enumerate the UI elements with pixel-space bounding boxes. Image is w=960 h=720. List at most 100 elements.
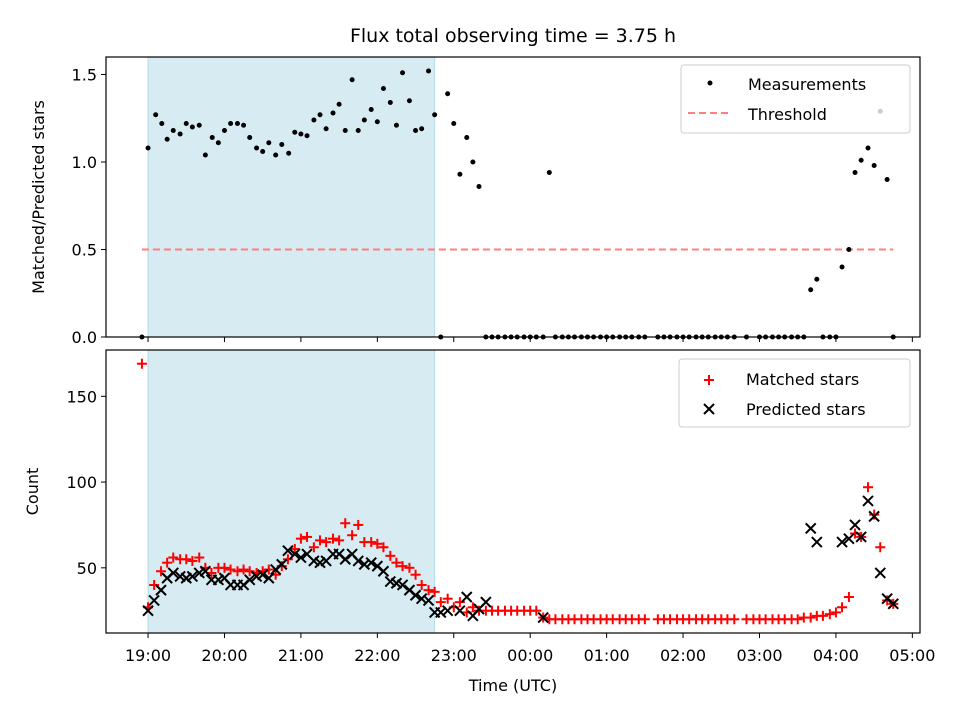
matched-star-point <box>238 564 249 575</box>
matched-star-point <box>194 552 205 563</box>
predicted-star-point <box>537 611 549 624</box>
measurement-point <box>368 107 374 112</box>
matched-star-point <box>869 509 880 520</box>
measurement-point <box>355 128 361 133</box>
measurement-point <box>814 276 820 282</box>
measurement-point <box>451 121 457 126</box>
matched-star-point <box>289 543 300 554</box>
predicted-star-point <box>142 604 154 617</box>
legend-cross-glyph <box>703 403 715 415</box>
measurement-point <box>304 133 310 139</box>
measurement-point <box>215 140 221 146</box>
predicted-star-point <box>199 565 212 577</box>
predicted-star-point <box>282 544 294 557</box>
matched-star-point <box>729 614 740 625</box>
measurement-point <box>221 128 227 133</box>
x-tick-label: 01:00 <box>584 646 630 665</box>
star-count-axes-frame <box>105 349 921 634</box>
matched-star-point <box>843 591 854 602</box>
legend-label-predicted: Predicted stars <box>746 400 866 419</box>
measurement-point <box>159 121 165 126</box>
matched-star-point <box>429 586 440 597</box>
x-tick-label: 03:00 <box>736 646 782 665</box>
matched-star-point <box>149 579 160 590</box>
legend-marker-predicted <box>703 403 715 415</box>
measurement-point <box>228 121 234 126</box>
matched-star-point <box>315 535 326 546</box>
matched-star-point <box>442 593 453 604</box>
predicted-star-point <box>243 574 256 586</box>
matched-star-point <box>136 358 147 369</box>
x-tick-label: 04:00 <box>813 646 859 665</box>
legend-box <box>678 358 911 428</box>
legend-marker-matched <box>704 375 714 385</box>
predicted-star-point <box>415 592 428 605</box>
star-count-y-ticks: 50 100 150 <box>66 387 106 578</box>
time-x-ticks: 19:00 20:00 21:00 22:00 23:00 00:00 01:00 02:00… <box>125 633 935 665</box>
measurement-point <box>839 264 845 270</box>
y-tick-label: 50 <box>77 559 97 578</box>
measurement-point <box>457 171 463 177</box>
predicted-star-point <box>377 565 390 577</box>
matched-star-point <box>295 533 306 544</box>
x-tick-label: 21:00 <box>278 646 324 665</box>
matched-star-point <box>353 519 364 530</box>
predicted-star-point <box>874 567 886 579</box>
matched-star-point <box>830 607 841 618</box>
measurement-point <box>241 122 247 128</box>
measurement-point <box>852 170 858 175</box>
matched-star-point <box>391 557 402 568</box>
measurement-point <box>279 142 285 147</box>
matched-star-point <box>378 542 389 553</box>
measurement-point <box>153 112 159 118</box>
measurement-point <box>865 145 871 151</box>
legend-label-threshold: Threshold <box>747 105 827 124</box>
matched-star-point <box>805 612 816 623</box>
matched-star-point <box>168 552 179 563</box>
predicted-star-point <box>396 579 409 591</box>
measurement-point <box>871 163 877 168</box>
matched-star-point <box>410 569 421 580</box>
legend-box <box>680 64 911 134</box>
matched-star-point <box>308 542 319 553</box>
measurement-point <box>387 100 393 105</box>
predicted-star-point <box>365 556 377 569</box>
observing-window-shade <box>147 56 436 338</box>
measurement-point <box>330 110 336 116</box>
legend-plus-glyph <box>704 375 714 385</box>
measurement-point <box>336 101 342 107</box>
measurement-point <box>426 68 432 74</box>
measurement-point <box>323 126 329 132</box>
measurement-point <box>808 287 814 293</box>
matched-star-point <box>263 564 274 575</box>
predicted-star-point <box>862 495 874 507</box>
measurement-point <box>266 140 272 146</box>
measurement-point <box>254 145 260 151</box>
measurement-point <box>202 152 208 158</box>
measurement-point <box>470 159 476 165</box>
legend-label-measurements: Measurements <box>748 75 866 94</box>
measurement-point <box>247 135 253 140</box>
matched-star-point <box>837 602 848 613</box>
measurement-point <box>546 170 552 175</box>
matched-star-point <box>372 538 383 549</box>
matched-star-point <box>792 614 803 625</box>
matched-star-point <box>397 561 408 572</box>
measurement-point <box>419 126 425 132</box>
measurement-point <box>164 136 170 142</box>
measurement-point <box>292 129 298 135</box>
matched-star-point <box>328 533 339 544</box>
measurement-point <box>374 119 380 125</box>
measurement-point <box>273 152 279 158</box>
measurement-point <box>209 135 215 140</box>
matched-star-point <box>875 542 886 553</box>
y-tick-label: 100 <box>66 473 97 492</box>
matched-star-point <box>531 605 542 616</box>
measurement-point <box>393 122 399 128</box>
flux-ratio-axes-frame <box>105 56 921 338</box>
predicted-star-point <box>836 536 848 548</box>
predicted-star-point <box>256 568 269 581</box>
predicted-star-point <box>441 604 454 617</box>
x-tick-label: 00:00 <box>507 646 553 665</box>
